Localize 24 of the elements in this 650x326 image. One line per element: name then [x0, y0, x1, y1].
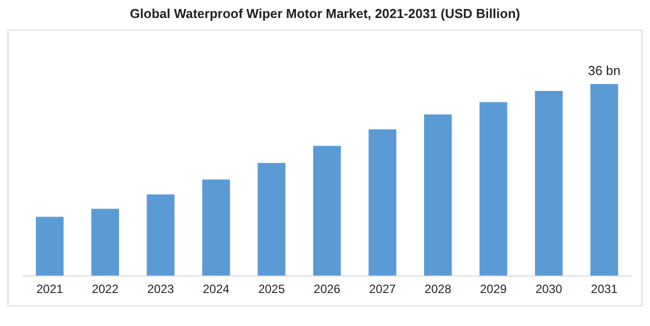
bar — [36, 216, 64, 276]
x-tick-label: 2030 — [535, 282, 562, 296]
x-tick-label: 2023 — [147, 282, 174, 296]
x-tick-label: 2022 — [92, 282, 119, 296]
bar — [534, 90, 563, 276]
data-label: 36 bn — [588, 63, 621, 78]
bar — [202, 179, 230, 276]
bar — [480, 102, 508, 276]
x-tick-label: 2027 — [369, 282, 396, 296]
bar — [146, 194, 174, 276]
bar — [368, 129, 396, 276]
x-tick-label: 2029 — [480, 282, 508, 296]
bar — [590, 84, 618, 276]
bar — [424, 114, 452, 276]
x-tick-label: 2024 — [202, 282, 230, 296]
bar — [313, 146, 341, 276]
x-tick-label: 2031 — [590, 282, 618, 296]
x-tick-label: 2021 — [36, 282, 64, 296]
x-tick-label: 2028 — [424, 282, 452, 296]
x-tick-label: 2026 — [314, 282, 341, 296]
bar — [258, 162, 286, 276]
chart-title: Global Waterproof Wiper Motor Market, 2021-2031 (USD Billion) — [130, 6, 520, 21]
bar — [91, 208, 120, 276]
x-tick-label: 2025 — [258, 282, 286, 296]
